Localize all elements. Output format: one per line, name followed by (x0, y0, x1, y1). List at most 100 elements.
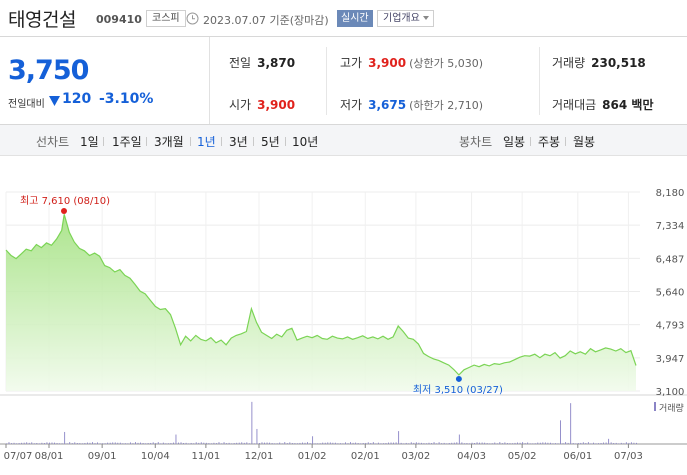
volume-bar (365, 442, 367, 444)
volume-bar (466, 443, 468, 444)
volume-bar (565, 442, 567, 444)
volume-bar (350, 442, 351, 444)
volume-bar (345, 442, 346, 444)
volume-bar (71, 443, 73, 444)
volume-bar (547, 442, 549, 444)
volume-bar (537, 442, 539, 444)
volume-bar (299, 442, 301, 444)
y-tick-label: 7,334 (656, 221, 685, 232)
volume-bar (456, 442, 458, 444)
high-annotation: 최고 7,610 (08/10) (20, 195, 110, 207)
period-1y[interactable]: 1년 (197, 135, 216, 149)
volume-bar (615, 442, 617, 444)
current-price-box: 3,750 전일대비 120 -3.10% (0, 37, 210, 124)
volume-bar (314, 443, 316, 444)
period-3y[interactable]: 3년 (229, 135, 248, 149)
volume-bar (180, 442, 182, 444)
volume-bar (570, 403, 572, 444)
period-5y[interactable]: 5년 (261, 135, 280, 149)
volume-bar (461, 442, 463, 444)
volume-bar (54, 442, 55, 444)
high-cell: 고가 3,900 (상한가 5,030) (340, 54, 483, 71)
volume-bar (74, 442, 76, 444)
volume-bar (157, 442, 159, 444)
price-area (5, 214, 637, 391)
x-tick-label: 07/07 (4, 451, 33, 462)
divider (103, 137, 104, 146)
volume-bar (400, 442, 402, 444)
volume-bar (625, 442, 627, 444)
volume-bar (481, 442, 483, 444)
high-value: 3,900 (368, 56, 407, 70)
volume-bar (302, 442, 303, 444)
period-1d[interactable]: 1일 (80, 135, 99, 149)
period-3m[interactable]: 3개월 (154, 135, 184, 149)
volume-bar (226, 443, 228, 444)
volume-bar (572, 443, 574, 444)
amount-value: 864 백만 (602, 98, 654, 112)
volume-bar (527, 442, 529, 444)
volume-bar (532, 443, 534, 444)
volume-bar (375, 443, 377, 444)
volume-bar (193, 443, 195, 444)
volume-bar (6, 443, 7, 444)
volume-bar (420, 442, 422, 444)
chevron-down-icon (422, 16, 429, 20)
period-10y[interactable]: 10년 (292, 135, 319, 149)
volume-bar (403, 443, 405, 444)
volume-bar (428, 442, 430, 444)
volume-bar (94, 443, 96, 444)
volume-bar (610, 442, 612, 444)
realtime-button[interactable]: 실시간 (337, 10, 373, 27)
volume-bar (479, 442, 481, 444)
period-1w[interactable]: 1주일 (112, 135, 142, 149)
volume-bar (185, 442, 187, 444)
volume-bar (504, 442, 506, 444)
volume-bar (233, 443, 235, 444)
divider (539, 47, 540, 115)
volume-bar (66, 443, 68, 444)
volume-bar (152, 442, 154, 444)
volume-bar (446, 443, 448, 444)
volume-bar (261, 442, 263, 444)
volume-bar (188, 443, 190, 444)
volume-bar (494, 442, 496, 444)
volume-bar (104, 443, 106, 444)
prev-close-cell: 전일 3,870 (229, 54, 295, 71)
volume-bar (112, 442, 114, 444)
volume-bar (552, 443, 554, 444)
volume-bar (433, 442, 435, 444)
stock-code: 009410 (96, 13, 142, 26)
period-monthly[interactable]: 월봉 (573, 135, 596, 149)
volume-bar (210, 443, 212, 444)
volume-bar (522, 442, 524, 444)
period-daily[interactable]: 일봉 (503, 135, 526, 149)
volume-bar (398, 431, 400, 444)
volume-bar (195, 442, 197, 444)
x-tick-label: 07/03 (614, 451, 643, 462)
volume-legend-label: 거래량 (659, 402, 684, 414)
company-overview-dropdown[interactable]: 기업개요 (377, 10, 434, 27)
volume-bar (8, 442, 10, 444)
y-axis: 8,180 7,334 6,487 5,640 4,793 3,947 3,100 (656, 188, 685, 398)
open-label: 시가 (229, 98, 252, 112)
low-label: 저가 (340, 98, 363, 112)
volume-bar (64, 431, 66, 444)
current-price: 3,750 (8, 55, 89, 86)
open-cell: 시가 3,900 (229, 96, 295, 113)
volume-bar (228, 442, 230, 444)
volume-bar (431, 443, 432, 444)
volume-bar (132, 443, 134, 444)
volume-bar (86, 442, 88, 444)
volume-bar (198, 442, 200, 444)
period-weekly[interactable]: 주봉 (538, 135, 561, 149)
x-tick-label: 05/02 (508, 451, 537, 462)
line-chart-title: 선차트 (36, 135, 70, 149)
volume-bar (59, 443, 61, 444)
volume-bar (506, 443, 508, 444)
divider (221, 137, 222, 146)
volume-bar (127, 443, 129, 444)
volume-bar (183, 443, 185, 444)
volume-bar (170, 443, 172, 444)
